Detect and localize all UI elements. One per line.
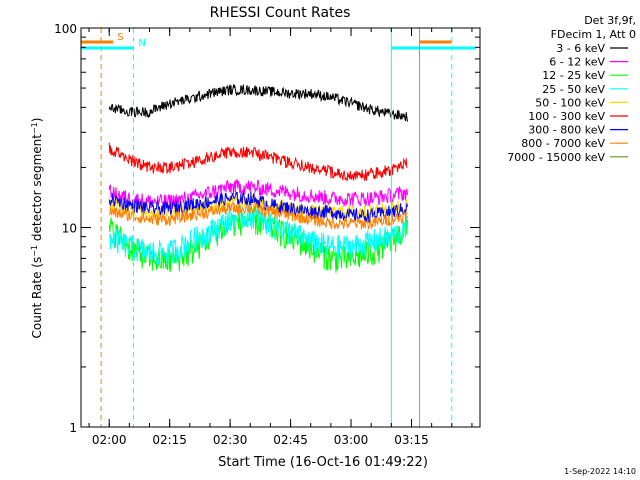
- legend-entry-label: 12 - 25 keV: [542, 69, 605, 82]
- series-line-7: [108, 201, 408, 230]
- legend-header-detectors: Det 3f,9f,: [584, 14, 636, 27]
- legend-header-decimation: FDecim 1, Att 0: [551, 28, 636, 41]
- chart-title: RHESSI Count Rates: [210, 5, 351, 21]
- marker-label-S: S: [117, 32, 123, 43]
- legend-entry-label: 800 - 7000 keV: [521, 137, 605, 150]
- x-tick-label: 02:00: [92, 433, 127, 447]
- legend-entry-label: 7000 - 15000 keV: [507, 151, 605, 164]
- series-line-6: [108, 190, 408, 223]
- y-axis-label-part-1: Count Rate (s: [30, 257, 44, 339]
- y-axis-label-exponent-1: −1: [30, 245, 39, 257]
- y-tick-label: 100: [54, 22, 77, 36]
- series-line-5: [108, 142, 408, 182]
- series-curves: [108, 83, 408, 273]
- footer-date: 1-Sep-2022 14:10: [564, 467, 636, 476]
- legend-entry-label: 300 - 800 keV: [528, 124, 605, 137]
- x-tick-label: 02:30: [213, 433, 248, 447]
- series-line-1: [108, 179, 408, 209]
- y-axis-label-part-3: ): [30, 118, 44, 123]
- legend-entry-label: 6 - 12 keV: [549, 56, 605, 69]
- marker-label-N: N: [138, 38, 145, 49]
- legend-entry-label: 100 - 300 keV: [528, 110, 605, 123]
- x-tick-label: 03:00: [334, 433, 369, 447]
- legend-entry-label: 3 - 6 keV: [556, 42, 605, 55]
- x-tick-label: 03:15: [394, 433, 429, 447]
- y-axis-label-exponent-2: −1: [30, 122, 39, 134]
- y-tick-label: 10: [62, 222, 77, 236]
- x-tick-label: 02:45: [273, 433, 308, 447]
- series-line-0: [108, 83, 408, 122]
- plot-frame: [80, 27, 481, 428]
- y-axis-label: Count Rate (s−1 detector segment−1): [30, 118, 45, 339]
- x-tick-label: 02:15: [152, 433, 187, 447]
- axes: 02:00 02:15 02:30 02:45 03:00 03:15 1 10 100: [54, 22, 480, 447]
- x-axis-label: Start Time (16-Oct-16 01:49:22): [218, 455, 428, 470]
- y-axis-label-part-2: detector segment: [30, 134, 44, 245]
- legend-entry-label: 50 - 100 keV: [535, 96, 605, 109]
- y-tick-label: 1: [69, 421, 77, 435]
- legend-entry-label: 25 - 50 keV: [542, 83, 605, 96]
